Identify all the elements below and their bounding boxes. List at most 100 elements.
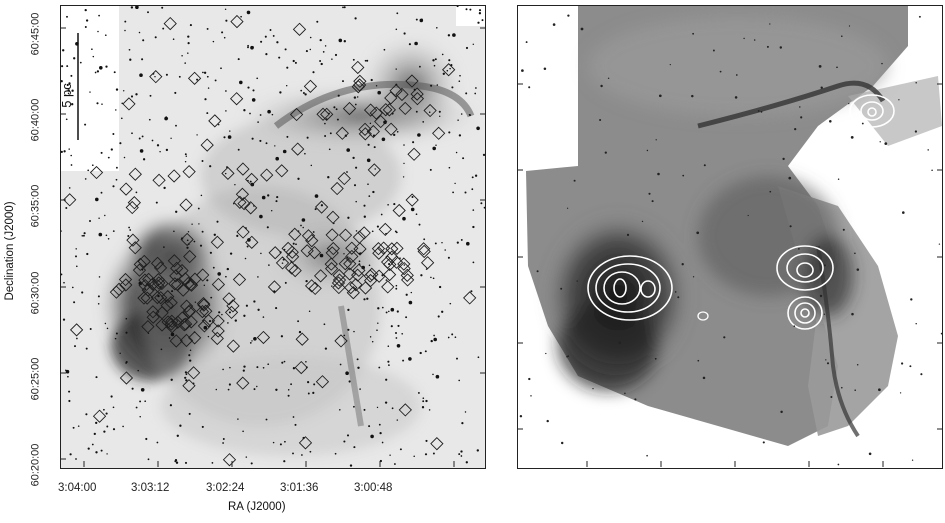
star [115, 332, 118, 335]
yso-marker [179, 317, 193, 331]
star [435, 144, 437, 147]
star [110, 395, 113, 398]
yso-marker [146, 305, 160, 319]
yso-marker [345, 249, 359, 264]
yso-marker [294, 360, 308, 375]
star [73, 301, 76, 304]
star [267, 109, 271, 114]
yso-marker [345, 241, 359, 255]
star [129, 229, 132, 231]
star [692, 32, 695, 35]
yso-marker [260, 168, 274, 182]
star [67, 92, 70, 95]
star [438, 110, 441, 113]
star [735, 74, 738, 76]
yso-marker [358, 127, 372, 141]
yso-marker [372, 246, 386, 260]
star [91, 164, 94, 167]
star [188, 412, 191, 415]
star [148, 118, 151, 121]
star [376, 225, 379, 228]
yso-marker [155, 276, 169, 291]
star [305, 279, 308, 283]
star [310, 164, 313, 167]
star [396, 310, 399, 313]
star [105, 234, 108, 237]
yso-marker [463, 291, 477, 305]
star [166, 117, 169, 119]
star [280, 335, 284, 338]
dec-tick-label: 60:30:00 [29, 271, 42, 315]
star [265, 418, 268, 421]
yso-marker [208, 114, 222, 128]
star [434, 242, 437, 245]
star [70, 74, 73, 77]
star [184, 160, 187, 163]
star [239, 80, 243, 85]
star [297, 320, 300, 323]
star [191, 223, 193, 225]
yso-marker [410, 87, 424, 101]
star [272, 441, 275, 444]
star [432, 146, 437, 151]
star [465, 8, 468, 11]
star [380, 213, 383, 216]
star [355, 230, 358, 232]
yso-marker [389, 255, 404, 269]
yso-marker [379, 103, 393, 117]
star [460, 238, 463, 241]
yso-marker [398, 101, 412, 116]
star [145, 437, 148, 441]
star [478, 9, 482, 12]
star [918, 15, 921, 18]
star [377, 90, 382, 95]
star [377, 307, 380, 310]
star [100, 449, 103, 452]
star [525, 41, 528, 44]
star [94, 71, 97, 74]
star [75, 458, 77, 460]
star [188, 354, 191, 357]
star [567, 14, 570, 17]
star [356, 96, 359, 98]
star [314, 208, 317, 211]
star [217, 123, 220, 126]
star [826, 362, 830, 365]
star [175, 210, 178, 213]
star [747, 214, 749, 217]
yso-marker [337, 171, 351, 186]
star [347, 328, 350, 331]
star [206, 279, 209, 282]
star [115, 88, 119, 91]
star [456, 6, 459, 8]
star [171, 290, 174, 293]
star [432, 452, 435, 455]
yso-marker [301, 229, 316, 243]
star [437, 315, 440, 318]
star [345, 371, 349, 376]
star [646, 149, 649, 152]
yso-marker [366, 124, 380, 139]
star [278, 56, 281, 59]
yso-marker [151, 273, 166, 287]
yso-marker [378, 222, 392, 237]
yso-marker [184, 278, 199, 292]
star [96, 102, 99, 105]
yso-marker [245, 172, 259, 187]
star [269, 29, 272, 31]
star [354, 103, 357, 106]
star [940, 332, 942, 335]
y-axis-label: Declination (J2000) [4, 201, 16, 301]
star [336, 118, 339, 121]
star [343, 334, 346, 337]
star [170, 378, 173, 381]
star [528, 377, 531, 381]
star [97, 303, 100, 305]
star [433, 64, 436, 67]
star [89, 91, 91, 93]
star [62, 318, 66, 321]
star [312, 391, 315, 394]
star [355, 166, 358, 169]
star [221, 313, 223, 316]
yso-marker [420, 256, 435, 270]
